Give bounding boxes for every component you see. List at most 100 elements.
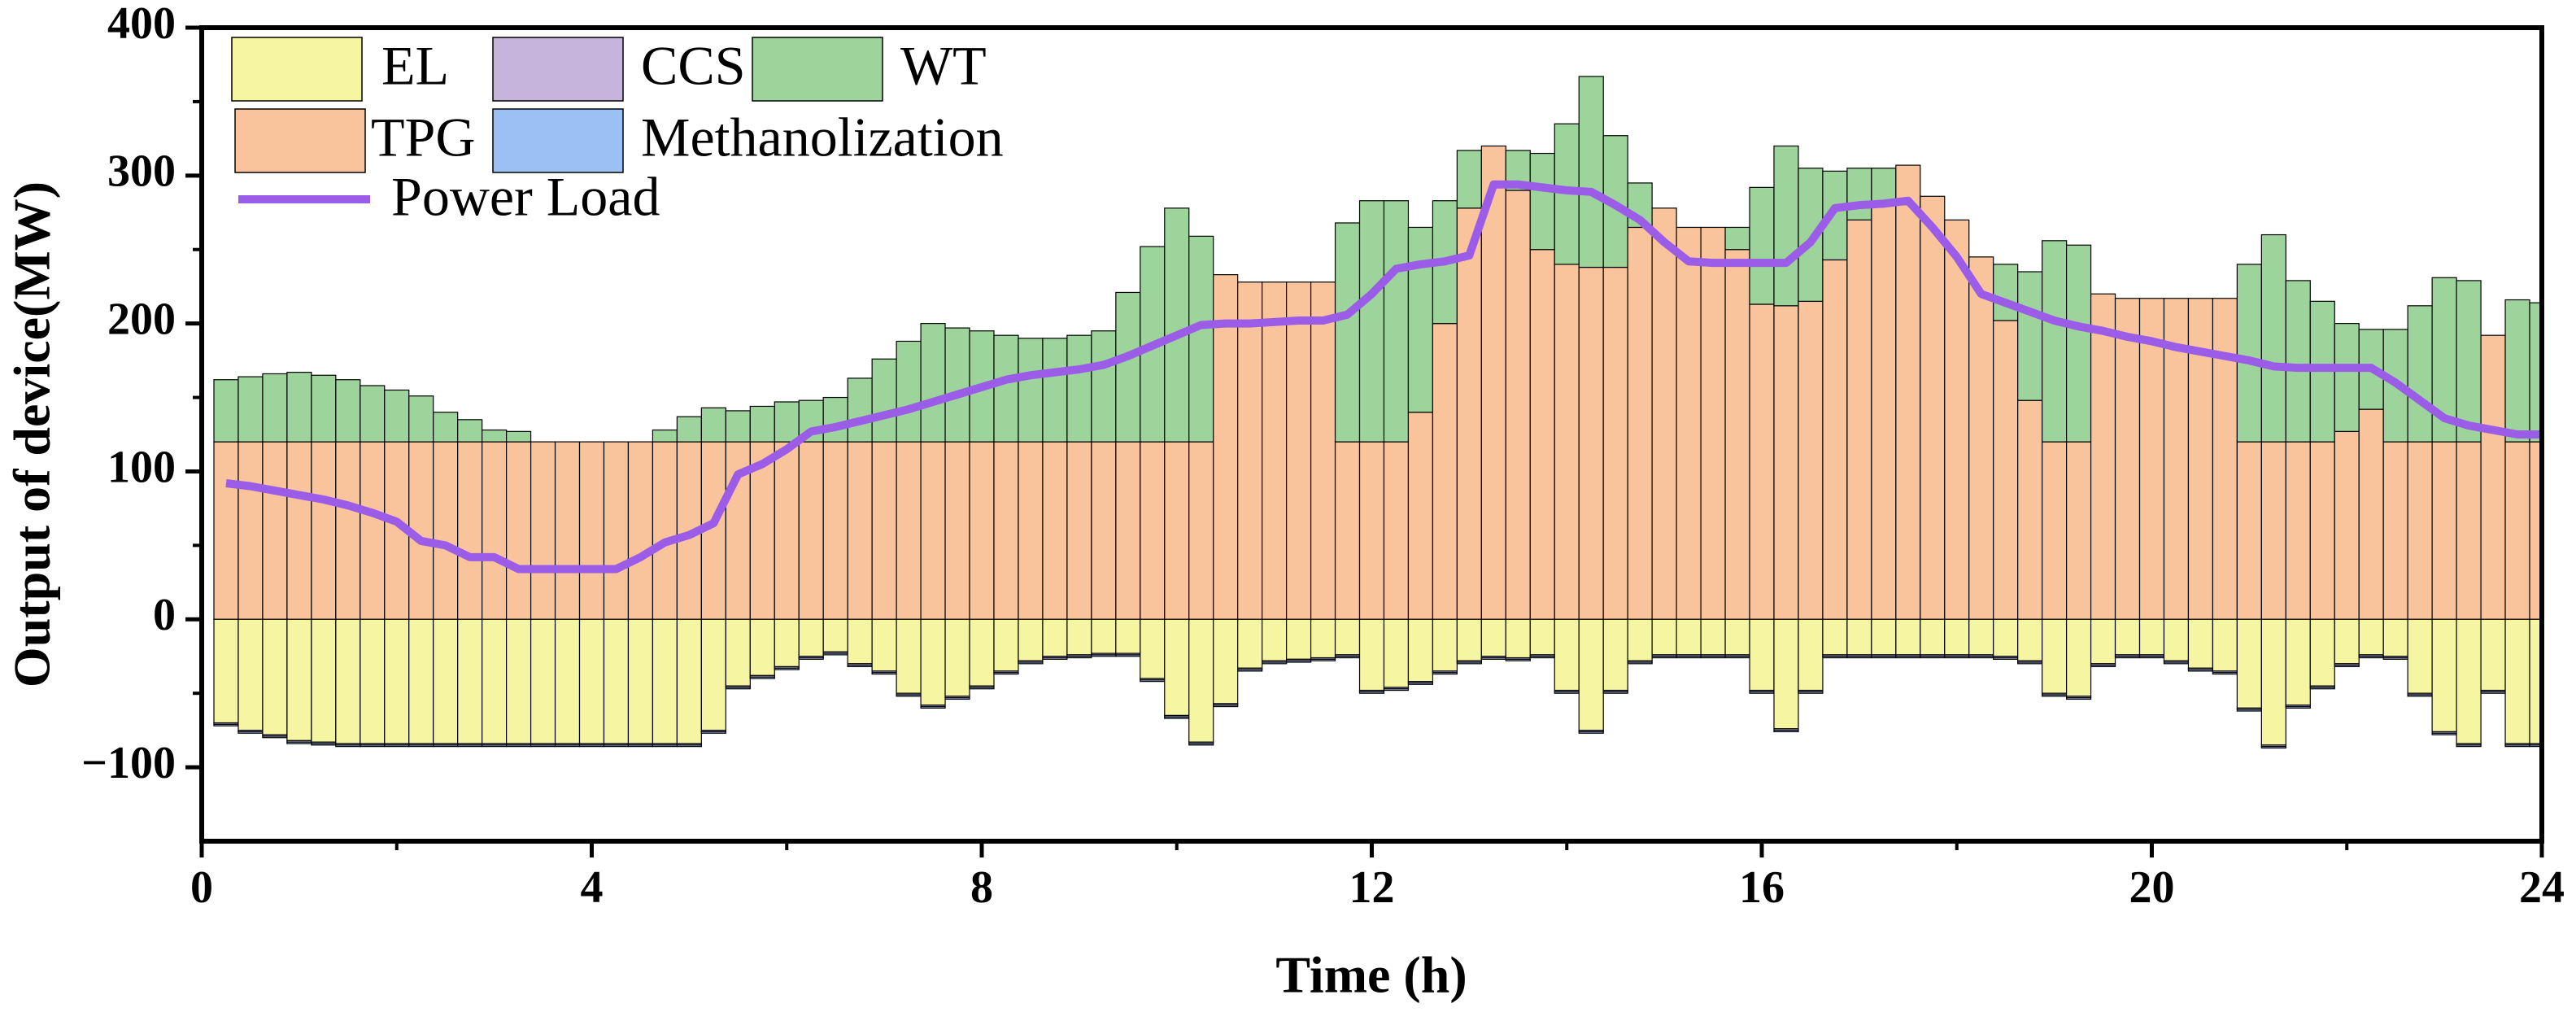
bar-segment (1262, 661, 1288, 665)
bar-segment (700, 731, 726, 734)
bar-segment (1602, 618, 1628, 692)
bar-segment (603, 618, 630, 744)
bar-segment (1651, 207, 1677, 620)
bar-segment (1724, 249, 1750, 620)
bar-segment (774, 667, 800, 670)
bar-segment (2504, 744, 2530, 748)
bar-segment (1602, 266, 1628, 620)
bar-segment (920, 441, 946, 620)
bar-segment (2066, 441, 2092, 620)
bar-segment (2285, 618, 2311, 706)
bar-segment (384, 744, 410, 748)
bar-segment (2260, 441, 2286, 620)
bar-segment (2212, 672, 2238, 675)
bar-segment (969, 687, 995, 690)
bar-segment (920, 618, 946, 706)
bar-segment (384, 618, 410, 744)
bar-segment (2382, 657, 2408, 660)
bar-segment (920, 323, 946, 443)
bar-segment (506, 618, 532, 744)
bar-segment (2212, 298, 2238, 620)
bar-segment (1140, 618, 1166, 679)
legend-label: Methanolization (641, 107, 1004, 168)
bar-segment (1334, 222, 1361, 443)
bar-segment (627, 744, 654, 748)
bar-segment (2163, 661, 2190, 665)
bar-segment (433, 744, 459, 748)
bar-segment (1968, 256, 1994, 620)
bar-segment (2042, 694, 2068, 697)
bar-segment (896, 618, 922, 694)
bar-segment (286, 618, 312, 741)
bar-segment (749, 676, 775, 679)
legend-label: WT (900, 35, 987, 97)
legend-label: EL (381, 35, 449, 97)
bar-segment (335, 441, 361, 620)
bar-segment (2334, 323, 2360, 432)
bar-segment (1505, 190, 1531, 620)
bar-segment (335, 618, 361, 744)
bar-segment (2066, 244, 2092, 443)
bar-segment (1944, 618, 1970, 656)
y-tick-label: 100 (107, 442, 176, 492)
bar-segment (944, 697, 970, 700)
bar-segment (1358, 441, 1385, 620)
bar-segment (2407, 441, 2433, 620)
legend-swatch (492, 37, 624, 102)
legend-label: TPG (371, 107, 475, 168)
bar-segment (2114, 298, 2141, 620)
bar-segment (2456, 441, 2482, 620)
bar-segment (1066, 656, 1092, 659)
bar-segment (2042, 240, 2068, 443)
bar-segment (725, 687, 751, 690)
bar-segment (1554, 691, 1580, 694)
bar-segment (457, 441, 483, 620)
bar-segment (1018, 338, 1044, 443)
bar-segment (482, 744, 508, 748)
bar-segment (1846, 618, 1872, 656)
bar-segment (1749, 303, 1775, 620)
bar-segment (1042, 618, 1068, 657)
bar-segment (2529, 744, 2542, 748)
bar-segment (2285, 280, 2311, 443)
bar-segment (2138, 656, 2165, 659)
bar-segment (774, 618, 800, 668)
bar-segment (2309, 441, 2335, 620)
bar-segment (311, 441, 337, 620)
bar-segment (1066, 441, 1092, 620)
bar-segment (1164, 716, 1190, 719)
bar-segment (1091, 441, 1117, 620)
legend-swatch (231, 37, 363, 102)
bar-segment (896, 694, 922, 697)
bar-segment (360, 618, 386, 744)
bar-segment (1480, 145, 1506, 620)
bar-segment (2480, 618, 2506, 692)
bar-segment (676, 618, 702, 744)
bar-segment (2382, 441, 2408, 620)
bar-segment (1773, 618, 1799, 730)
bar-segment (774, 401, 800, 443)
bar-segment (2212, 618, 2238, 672)
bar-segment (1358, 691, 1385, 694)
bar-segment (2358, 656, 2384, 659)
y-tick-label: 0 (153, 590, 176, 640)
bar-segment (1091, 330, 1117, 443)
bar-segment (1358, 618, 1385, 692)
bar-segment (1310, 281, 1336, 620)
bar-segment (1578, 618, 1604, 731)
bar-segment (798, 657, 824, 660)
bar-segment (1846, 168, 1872, 220)
bar-segment (578, 618, 605, 744)
bar-segment (1310, 618, 1336, 659)
bar-segment (262, 618, 288, 735)
bar-segment (530, 618, 556, 744)
bar-segment (433, 618, 459, 744)
bar-segment (1383, 688, 1410, 692)
bar-segment (1286, 660, 1312, 663)
bar-segment (1895, 656, 1921, 659)
bar-segment (482, 618, 508, 744)
bar-segment (2042, 441, 2068, 620)
bar-segment (1920, 618, 1946, 656)
bar-segment (1188, 235, 1214, 443)
bar-segment (2236, 441, 2262, 620)
